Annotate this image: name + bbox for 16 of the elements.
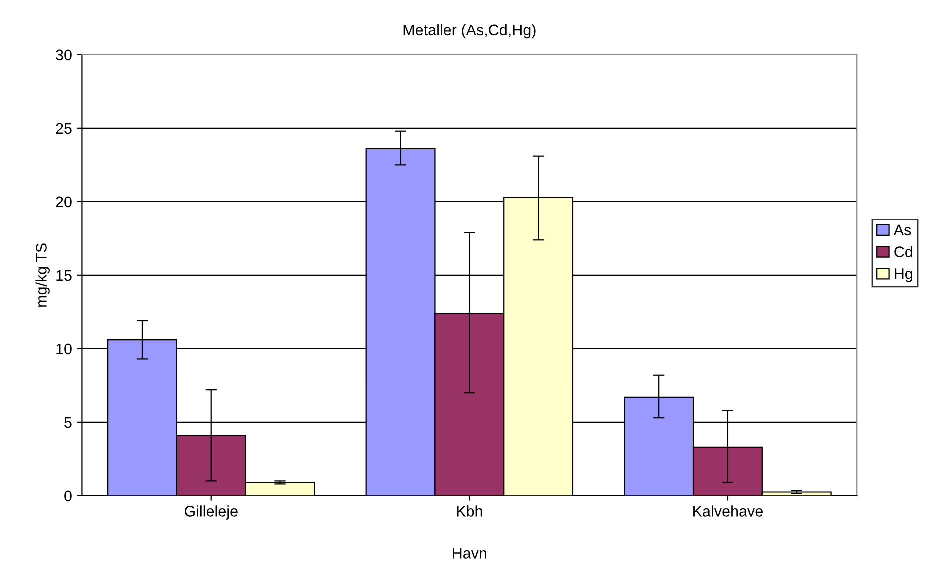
y-tick-label: 25 <box>56 123 72 134</box>
y-tick-label: 20 <box>56 196 72 208</box>
legend-label: As <box>894 224 912 236</box>
x-tick-label: Kbh <box>457 506 482 517</box>
chart-title: Metaller (As,Cd,Hg) <box>404 24 536 39</box>
y-axis-title: mg/kg TS <box>36 244 50 307</box>
y-tick-label: 15 <box>56 270 72 282</box>
legend-label: Cd <box>894 246 912 258</box>
y-tick-label: 5 <box>64 417 72 428</box>
y-tick-label: 10 <box>56 344 72 355</box>
legend-label: Hg <box>895 268 912 282</box>
x-tick-label: Kalvehave <box>694 506 763 517</box>
x-axis-title: Havn <box>453 548 487 559</box>
x-tick-label: Gilleleje <box>184 506 238 520</box>
y-tick-label: 0 <box>64 490 72 502</box>
y-tick-label: 30 <box>56 50 72 61</box>
